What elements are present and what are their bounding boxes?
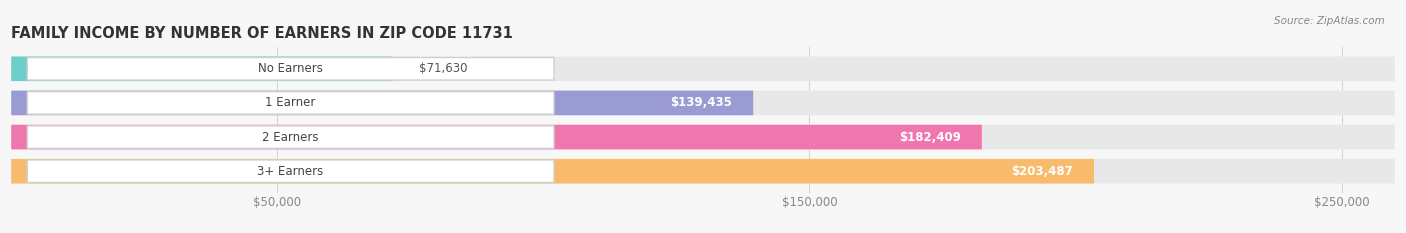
FancyBboxPatch shape	[11, 125, 981, 149]
FancyBboxPatch shape	[27, 160, 554, 182]
Text: $71,630: $71,630	[419, 62, 468, 75]
FancyBboxPatch shape	[27, 58, 554, 80]
FancyBboxPatch shape	[11, 159, 1094, 184]
FancyBboxPatch shape	[11, 91, 754, 115]
Text: 1 Earner: 1 Earner	[266, 96, 316, 110]
Text: $139,435: $139,435	[671, 96, 733, 110]
Text: No Earners: No Earners	[259, 62, 323, 75]
FancyBboxPatch shape	[11, 56, 1395, 81]
Text: $203,487: $203,487	[1011, 165, 1073, 178]
FancyBboxPatch shape	[11, 91, 1395, 115]
FancyBboxPatch shape	[11, 56, 392, 81]
Text: $182,409: $182,409	[898, 130, 960, 144]
Text: Source: ZipAtlas.com: Source: ZipAtlas.com	[1274, 16, 1385, 26]
Text: 3+ Earners: 3+ Earners	[257, 165, 323, 178]
FancyBboxPatch shape	[27, 126, 554, 148]
Text: FAMILY INCOME BY NUMBER OF EARNERS IN ZIP CODE 11731: FAMILY INCOME BY NUMBER OF EARNERS IN ZI…	[11, 26, 513, 41]
Text: 2 Earners: 2 Earners	[263, 130, 319, 144]
FancyBboxPatch shape	[11, 125, 1395, 149]
FancyBboxPatch shape	[11, 159, 1395, 184]
FancyBboxPatch shape	[27, 92, 554, 114]
